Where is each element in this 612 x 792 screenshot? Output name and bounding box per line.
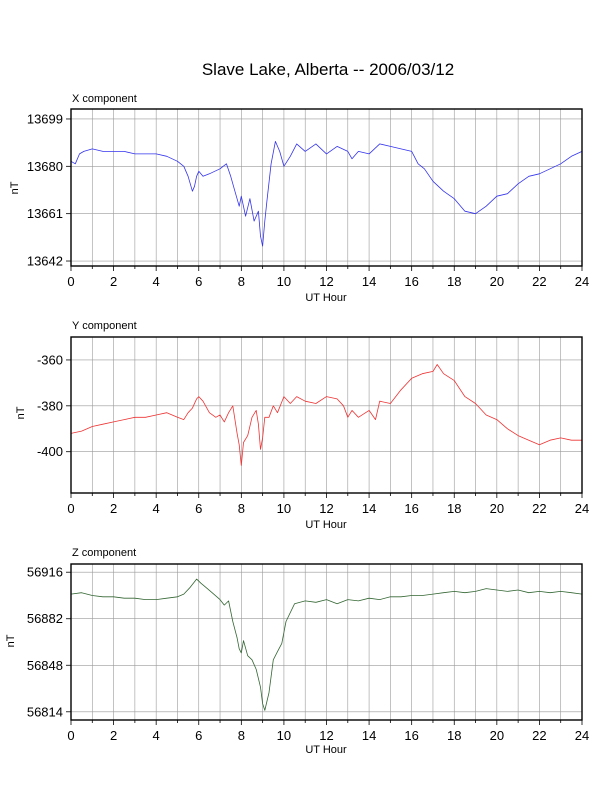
y-component-x-tick-label: 14 xyxy=(362,501,376,516)
x-component-x-tick-label: 20 xyxy=(490,274,504,289)
x-component-x-tick-label: 16 xyxy=(404,274,418,289)
x-component-xlabel: UT Hour xyxy=(305,292,347,304)
x-component-x-tick-label: 0 xyxy=(67,274,74,289)
y-component-series-line xyxy=(70,364,582,466)
y-component-x-tick-label: 24 xyxy=(575,501,589,516)
x-component-x-tick-label: 24 xyxy=(575,274,589,289)
z-component-x-tick-label: 16 xyxy=(404,728,418,743)
x-component-y-tick-label: 13642 xyxy=(27,254,63,269)
y-component-x-tick-label: 12 xyxy=(319,501,333,516)
y-component-y-tick-label: -400 xyxy=(37,444,63,459)
y-component-x-tick-label: 2 xyxy=(110,501,117,516)
z-component-y-tick-label: 56882 xyxy=(27,611,63,626)
y-component-y-tick-label: -380 xyxy=(37,398,63,413)
y-component-x-tick-label: 0 xyxy=(67,501,74,516)
x-component-x-tick-label: 4 xyxy=(153,274,160,289)
x-component-x-tick-label: 2 xyxy=(110,274,117,289)
y-component-y-tick-label: -360 xyxy=(37,352,63,367)
y-component-panel: Y component nT UT Hour 0 2 4 6 8 10 12 14 16 18 20… xyxy=(15,320,589,531)
y-component-x-tick-label: 18 xyxy=(447,501,461,516)
z-component-x-tick-label: 6 xyxy=(195,728,202,743)
x-component-x-tick-label: 6 xyxy=(195,274,202,289)
y-component-xlabel: UT Hour xyxy=(305,519,347,531)
y-component-x-tick-label: 8 xyxy=(238,501,245,516)
y-component-x-tick-label: 10 xyxy=(277,501,291,516)
z-component-x-tick-label: 8 xyxy=(238,728,245,743)
chart-title: Slave Lake, Alberta -- 2006/03/12 xyxy=(202,60,454,79)
z-component-xlabel: UT Hour xyxy=(305,744,347,756)
y-component-x-tick-label: 6 xyxy=(195,501,202,516)
z-component-x-tick-label: 22 xyxy=(532,728,546,743)
x-component-label: X component xyxy=(72,93,137,105)
y-component-ylabel: nT xyxy=(15,406,27,419)
z-component-label: Z component xyxy=(72,547,136,559)
z-component-x-tick-label: 4 xyxy=(153,728,160,743)
x-component-x-tick-label: 8 xyxy=(238,274,245,289)
x-component-x-tick-label: 22 xyxy=(532,274,546,289)
z-component-y-tick-label: 56814 xyxy=(27,704,63,719)
z-component-y-tick-label: 56916 xyxy=(27,565,63,580)
x-component-series-line xyxy=(70,140,583,247)
y-component-x-tick-label: 20 xyxy=(490,501,504,516)
y-component-x-tick-label: 4 xyxy=(153,501,160,516)
x-component-x-tick-label: 10 xyxy=(277,274,291,289)
z-component-ylabel: nT xyxy=(5,634,17,647)
z-component-x-tick-label: 14 xyxy=(362,728,376,743)
x-component-panel: X component nT UT Hour 0 2 4 6 8 10 12 14 16 18 20… xyxy=(9,93,589,304)
z-component-x-tick-label: 0 xyxy=(67,728,74,743)
z-component-x-tick-label: 2 xyxy=(110,728,117,743)
z-component-series-line xyxy=(70,578,583,711)
y-component-x-tick-label: 22 xyxy=(532,501,546,516)
z-component-y-tick-label: 56848 xyxy=(27,658,63,673)
x-component-x-tick-label: 12 xyxy=(319,274,333,289)
z-component-x-tick-label: 18 xyxy=(447,728,461,743)
y-component-label: Y component xyxy=(72,320,137,332)
z-component-x-tick-label: 20 xyxy=(490,728,504,743)
z-component-panel: Z component nT UT Hour 0 2 4 6 8 10 12 14 16 18 20… xyxy=(5,547,589,756)
x-component-x-tick-label: 14 xyxy=(362,274,376,289)
z-component-x-tick-label: 24 xyxy=(575,728,589,743)
x-component-x-tick-label: 18 xyxy=(447,274,461,289)
x-component-y-tick-label: 13661 xyxy=(27,206,63,221)
x-component-y-tick-label: 13699 xyxy=(27,111,63,126)
x-component-y-tick-label: 13680 xyxy=(27,159,63,174)
z-component-x-tick-label: 12 xyxy=(319,728,333,743)
y-component-x-tick-label: 16 xyxy=(404,501,418,516)
z-component-x-tick-label: 10 xyxy=(277,728,291,743)
x-component-ylabel: nT xyxy=(9,181,21,194)
